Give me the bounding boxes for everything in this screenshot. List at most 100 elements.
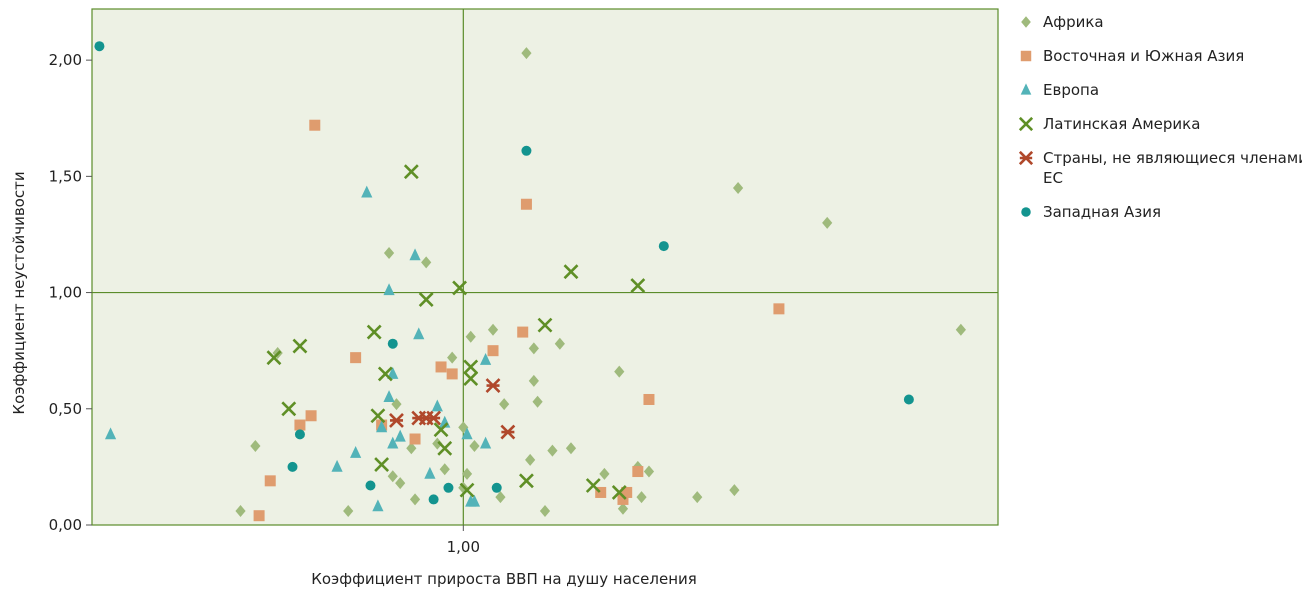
data-point-circle bbox=[428, 494, 439, 505]
data-point-triangle bbox=[413, 327, 425, 340]
legend-label: Восточная и Южная Азия bbox=[1043, 47, 1244, 65]
data-point-square bbox=[517, 326, 529, 338]
data-point-x bbox=[403, 164, 419, 180]
data-point-square bbox=[294, 419, 306, 431]
data-point-x bbox=[563, 264, 579, 280]
data-point-triangle bbox=[387, 366, 399, 379]
legend-label: Западная Азия bbox=[1043, 203, 1161, 221]
plot-area bbox=[91, 8, 999, 526]
data-point-square bbox=[643, 393, 655, 405]
legend-label: Страны, не являющиеся членами ЕС bbox=[1043, 149, 1302, 187]
data-point-diamond bbox=[822, 216, 833, 229]
data-point-diamond bbox=[955, 323, 966, 336]
data-point-circle bbox=[521, 145, 532, 156]
data-point-circle bbox=[287, 461, 298, 472]
data-point-diamond bbox=[469, 439, 480, 452]
data-point-square bbox=[309, 119, 321, 131]
data-point-circle bbox=[365, 480, 376, 491]
legend-marker-square bbox=[1020, 50, 1032, 62]
data-point-diamond bbox=[732, 181, 744, 194]
legend-marker-triangle bbox=[1020, 83, 1032, 95]
data-point-circle bbox=[294, 429, 305, 440]
data-point-diamond bbox=[465, 330, 476, 343]
data-point-diamond bbox=[599, 467, 610, 480]
data-point-triangle bbox=[424, 466, 436, 479]
data-point-diamond bbox=[528, 374, 539, 387]
data-point-diamond bbox=[643, 465, 655, 478]
data-point-diamond bbox=[461, 467, 473, 480]
data-point-x bbox=[281, 401, 297, 417]
data-point-diamond bbox=[547, 444, 558, 457]
data-point-square bbox=[595, 486, 607, 498]
legend-marker-asterisk bbox=[1018, 150, 1034, 166]
data-point-x bbox=[585, 478, 601, 493]
data-point-triangle bbox=[383, 390, 395, 403]
data-point-triangle bbox=[461, 427, 473, 440]
data-points bbox=[94, 41, 966, 522]
data-point-diamond bbox=[499, 398, 510, 411]
data-point-diamond bbox=[525, 453, 536, 466]
data-point-diamond bbox=[395, 477, 406, 490]
data-point-square bbox=[773, 303, 785, 315]
data-point-triangle bbox=[479, 436, 492, 449]
data-point-x bbox=[433, 422, 449, 438]
data-point-circle bbox=[443, 482, 454, 493]
data-point-x bbox=[459, 482, 475, 498]
data-point-asterisk bbox=[389, 412, 404, 428]
data-point-x bbox=[366, 324, 382, 340]
x-axis-ticks: 1,00 bbox=[447, 525, 480, 556]
data-point-x bbox=[463, 371, 479, 386]
data-point-triangle bbox=[104, 427, 117, 440]
legend: Африка Восточная и Южная Азия Европа Латинс… bbox=[1018, 13, 1302, 221]
data-point-triangle bbox=[361, 185, 373, 198]
data-point-diamond bbox=[447, 351, 458, 364]
data-point-triangle bbox=[394, 429, 406, 442]
data-point-diamond bbox=[532, 395, 543, 408]
legend-label-line: Латинская Америка bbox=[1043, 115, 1200, 133]
data-point-circle bbox=[491, 482, 502, 493]
data-point-x bbox=[452, 280, 468, 296]
legend-marker-circle bbox=[1021, 207, 1031, 217]
data-point-diamond bbox=[387, 470, 398, 483]
data-point-triangle bbox=[479, 352, 492, 365]
y-axis-ticks: 0,00 0,50 1,00 1,50 2,00 bbox=[49, 51, 92, 534]
data-point-triangle bbox=[409, 248, 421, 261]
y-tick-label: 1,50 bbox=[49, 167, 82, 185]
data-point-diamond bbox=[528, 342, 539, 355]
data-point-x bbox=[374, 457, 390, 472]
data-point-triangle bbox=[331, 459, 343, 472]
data-point-square bbox=[253, 510, 265, 522]
legend-label-line: Африка bbox=[1043, 13, 1104, 31]
data-point-diamond bbox=[692, 491, 703, 504]
data-point-square bbox=[264, 475, 276, 487]
data-point-square bbox=[435, 361, 447, 373]
data-point-diamond bbox=[495, 491, 506, 504]
data-point-square bbox=[632, 466, 644, 478]
legend-label-line: Европа bbox=[1043, 81, 1099, 99]
data-point-circle bbox=[387, 338, 398, 349]
data-point-asterisk bbox=[426, 410, 442, 426]
data-point-x bbox=[370, 408, 386, 424]
data-point-x bbox=[437, 440, 453, 456]
data-point-square bbox=[487, 345, 499, 357]
data-point-x bbox=[418, 292, 434, 307]
data-point-square bbox=[409, 433, 421, 445]
data-point-circle bbox=[658, 241, 669, 252]
y-tick-label: 2,00 bbox=[49, 51, 82, 69]
legend-label-line: Восточная и Южная Азия bbox=[1043, 47, 1244, 65]
data-point-diamond bbox=[617, 502, 629, 515]
data-point-x bbox=[266, 350, 282, 366]
data-point-diamond bbox=[409, 493, 421, 506]
data-point-diamond bbox=[554, 337, 565, 350]
y-tick-label: 0,50 bbox=[49, 400, 82, 418]
data-point-x bbox=[377, 366, 393, 382]
y-axis-label: Коэффициент неустойчивости bbox=[10, 171, 28, 414]
legend-marker-x bbox=[1018, 116, 1034, 132]
data-point-x bbox=[463, 359, 479, 375]
legend-label: Европа bbox=[1043, 81, 1099, 99]
y-tick-label: 1,00 bbox=[49, 284, 82, 302]
data-point-diamond bbox=[636, 491, 647, 504]
data-point-diamond bbox=[439, 463, 450, 476]
data-point-x bbox=[537, 317, 553, 333]
